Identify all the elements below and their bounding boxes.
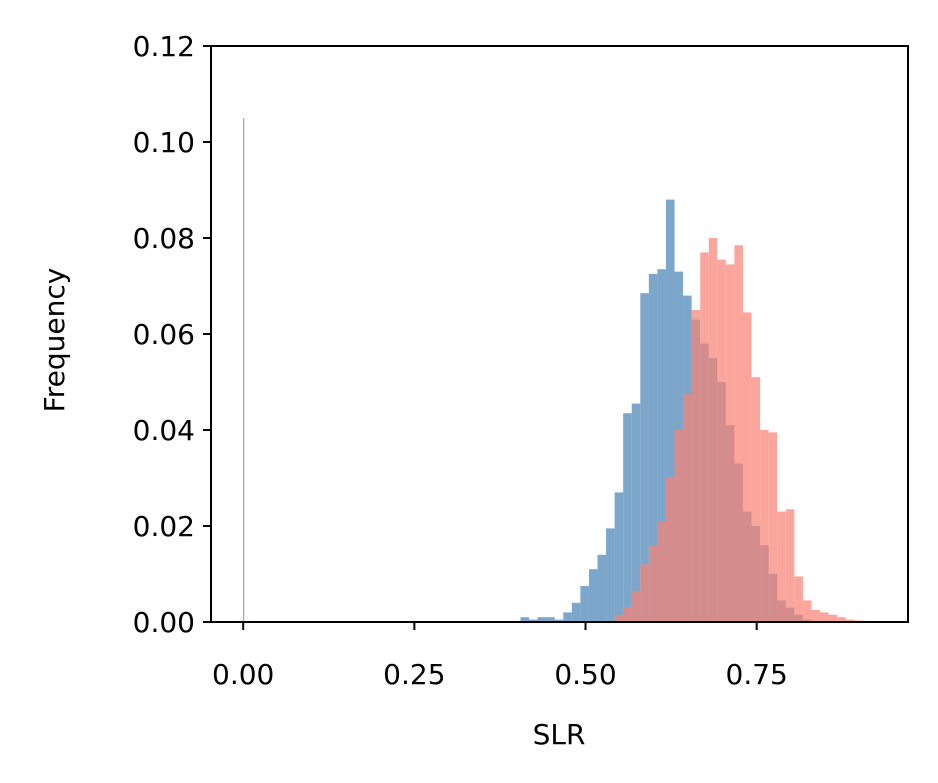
y-tick-label: 0.02 <box>133 510 195 543</box>
x-tick-label: 0.50 <box>554 658 616 691</box>
histogram-bar <box>648 545 658 622</box>
histogram-bar <box>837 617 846 622</box>
histogram-bar <box>520 617 530 622</box>
y-tick-label: 0.10 <box>133 126 195 159</box>
histogram-bar <box>751 377 761 622</box>
histogram-bar <box>546 617 555 622</box>
histogram-bar <box>588 569 598 622</box>
histogram-bar <box>665 478 675 622</box>
histogram-bar <box>563 612 572 622</box>
y-tick-label: 0.00 <box>133 606 195 639</box>
histogram-bar <box>700 252 709 622</box>
histogram-bar <box>683 394 692 622</box>
histogram-bar <box>554 619 564 622</box>
histogram-bar <box>640 293 649 622</box>
histogram-bar <box>648 274 658 622</box>
histogram-bar <box>580 586 589 622</box>
y-axis-label: Frequency <box>38 268 71 413</box>
histogram-bar <box>828 614 838 622</box>
x-tick-label: 0.75 <box>726 658 788 691</box>
histogram-bar <box>614 492 624 622</box>
histogram-bar <box>717 259 726 622</box>
y-tick-label: 0.12 <box>133 30 195 63</box>
histogram-bar <box>691 310 701 622</box>
histogram-bar <box>674 430 684 622</box>
histogram-bar <box>785 509 795 622</box>
histogram-bar <box>614 614 624 622</box>
histogram-bar <box>794 576 803 622</box>
histogram-bar <box>768 432 778 622</box>
histogram-bar <box>631 403 641 622</box>
histogram-bar <box>725 264 735 622</box>
histogram-bar <box>760 430 769 622</box>
histogram-bar <box>537 617 547 622</box>
y-tick-label: 0.06 <box>133 318 195 351</box>
plot-frame <box>210 45 909 623</box>
histogram-bar <box>820 612 829 622</box>
histogram-bar <box>657 521 666 622</box>
histogram-bar <box>606 528 615 622</box>
histogram-bar <box>243 118 245 622</box>
histogram-bar <box>708 238 718 622</box>
histogram-bar <box>623 607 632 622</box>
histogram-bar <box>631 590 641 622</box>
histogram-bar <box>802 600 812 622</box>
histogram-bar <box>640 564 649 622</box>
histogram-bar <box>623 413 632 622</box>
x-axis-label: SLR <box>533 718 586 751</box>
histogram-bar <box>665 199 675 622</box>
histogram-bar <box>845 619 855 622</box>
histogram-bar <box>597 554 607 622</box>
histogram-bar <box>571 602 581 622</box>
histogram-bar <box>657 269 666 622</box>
x-tick-label: 0.00 <box>212 658 274 691</box>
y-tick-label: 0.04 <box>133 414 195 447</box>
histogram-bar <box>811 610 821 622</box>
x-tick-label: 0.25 <box>383 658 445 691</box>
histogram-bar <box>734 245 743 622</box>
histogram-bar <box>529 619 538 622</box>
histogram-bar <box>777 511 786 622</box>
histogram-bar <box>742 312 752 622</box>
y-tick-label: 0.08 <box>133 222 195 255</box>
